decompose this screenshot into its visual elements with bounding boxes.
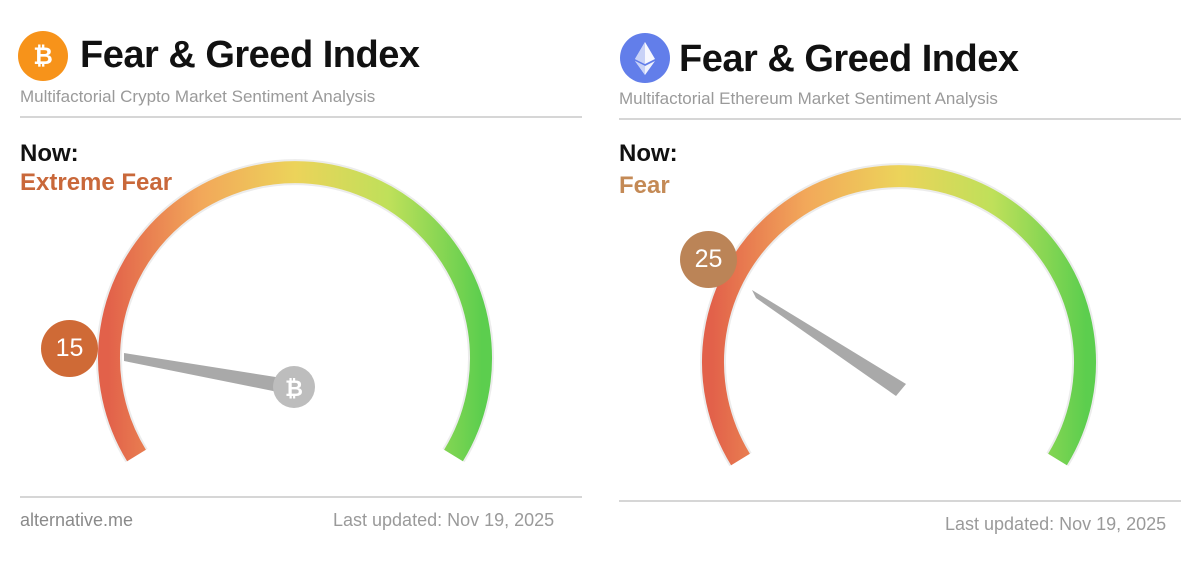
eth-panel: Fear & Greed Index Multifactorial Ethere… bbox=[600, 0, 1200, 563]
page-title: Fear & Greed Index bbox=[679, 38, 1019, 80]
gauge-arc-fill bbox=[702, 165, 1096, 466]
divider bbox=[619, 118, 1181, 120]
gauge-needle bbox=[752, 290, 906, 396]
last-updated: Last updated: Nov 19, 2025 bbox=[333, 510, 555, 530]
bitcoin-logo-icon: ₿ bbox=[18, 31, 68, 81]
value-badge: 15 bbox=[41, 320, 98, 377]
last-updated: Last updated: Nov 19, 2025 bbox=[945, 514, 1167, 534]
sentiment-state: Extreme Fear bbox=[20, 169, 173, 196]
source-link[interactable]: alternative.me bbox=[20, 510, 134, 530]
eth-gauge bbox=[700, 163, 1098, 467]
now-label: Now: bbox=[20, 140, 79, 167]
needle-cap-bitcoin-icon: ₿ bbox=[285, 377, 303, 402]
gauge-needle bbox=[124, 353, 282, 392]
footer-divider bbox=[20, 496, 582, 498]
gauge-arc-fill bbox=[98, 161, 492, 462]
now-label: Now: bbox=[619, 140, 678, 167]
sentiment-state: Fear bbox=[619, 172, 670, 199]
page-title: Fear & Greed Index bbox=[80, 34, 420, 76]
needle-cap bbox=[273, 366, 315, 408]
footer-divider bbox=[619, 500, 1181, 502]
ethereum-logo-icon bbox=[620, 33, 670, 83]
divider bbox=[20, 116, 582, 118]
btc-gauge: ₿ bbox=[96, 159, 494, 463]
value-badge: 25 bbox=[680, 231, 737, 288]
btc-panel: ₿ Fear & Greed Index Multifactorial Cryp… bbox=[18, 31, 582, 530]
subtitle: Multifactorial Ethereum Market Sentiment… bbox=[619, 89, 998, 108]
subtitle: Multifactorial Crypto Market Sentiment A… bbox=[20, 87, 376, 106]
svg-text:₿: ₿ bbox=[33, 42, 53, 70]
